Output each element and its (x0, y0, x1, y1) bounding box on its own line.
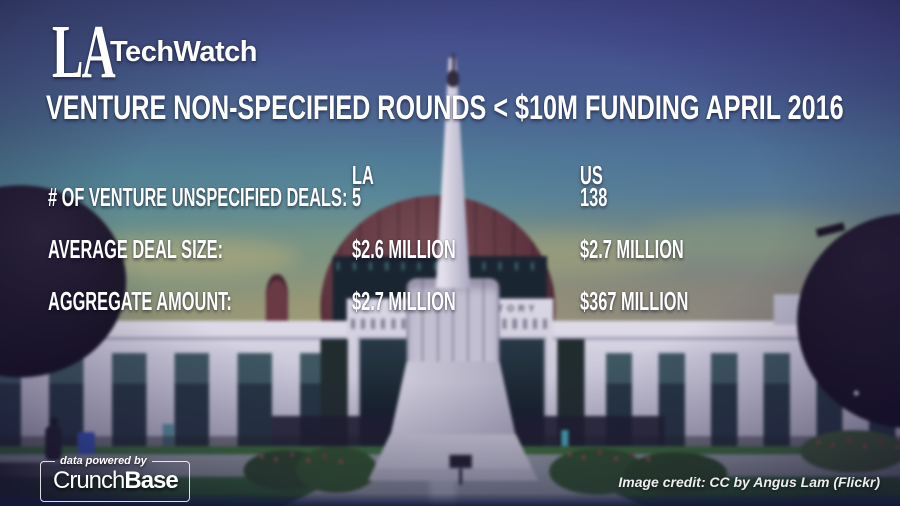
value-aggregate-us: $367 MILLION (580, 286, 689, 316)
logo-la-mark: LA (52, 10, 116, 94)
crunchbase-logo: CrunchBase (53, 468, 181, 493)
image-credit: Image credit: CC by Angus Lam (Flickr) (618, 474, 880, 490)
value-deals-us: 138 (580, 182, 608, 212)
value-average-us: $2.7 MILLION (580, 234, 684, 264)
value-average-la: $2.6 MILLION (352, 234, 456, 264)
crunchbase-badge: data powered by CrunchBase (40, 456, 190, 502)
page-title: VENTURE NON-SPECIFIED ROUNDS < $10M FUND… (46, 91, 900, 125)
badge-tagline: data powered by (60, 455, 147, 467)
bottom-edge-shadow (0, 493, 900, 506)
row-label-aggregate-amount: AGGREGATE AMOUNT: (48, 286, 232, 316)
row-label-average-deal-size: AVERAGE DEAL SIZE: (48, 234, 224, 264)
column-header-la: LA (352, 160, 374, 190)
crunchbase-logo-regular: Crunch (53, 467, 125, 494)
row-label-deals: # OF VENTURE UNSPECIFIED DEALS: (48, 182, 348, 212)
value-deals-la: 5 (352, 182, 362, 212)
crunchbase-logo-bold: Base (124, 467, 178, 494)
page-title-text: VENTURE NON-SPECIFIED ROUNDS < $10M FUND… (46, 89, 844, 127)
column-header-us: US (580, 160, 603, 190)
value-aggregate-la: $2.7 MILLION (352, 286, 456, 316)
logo-techwatch: TechWatch (110, 36, 257, 68)
